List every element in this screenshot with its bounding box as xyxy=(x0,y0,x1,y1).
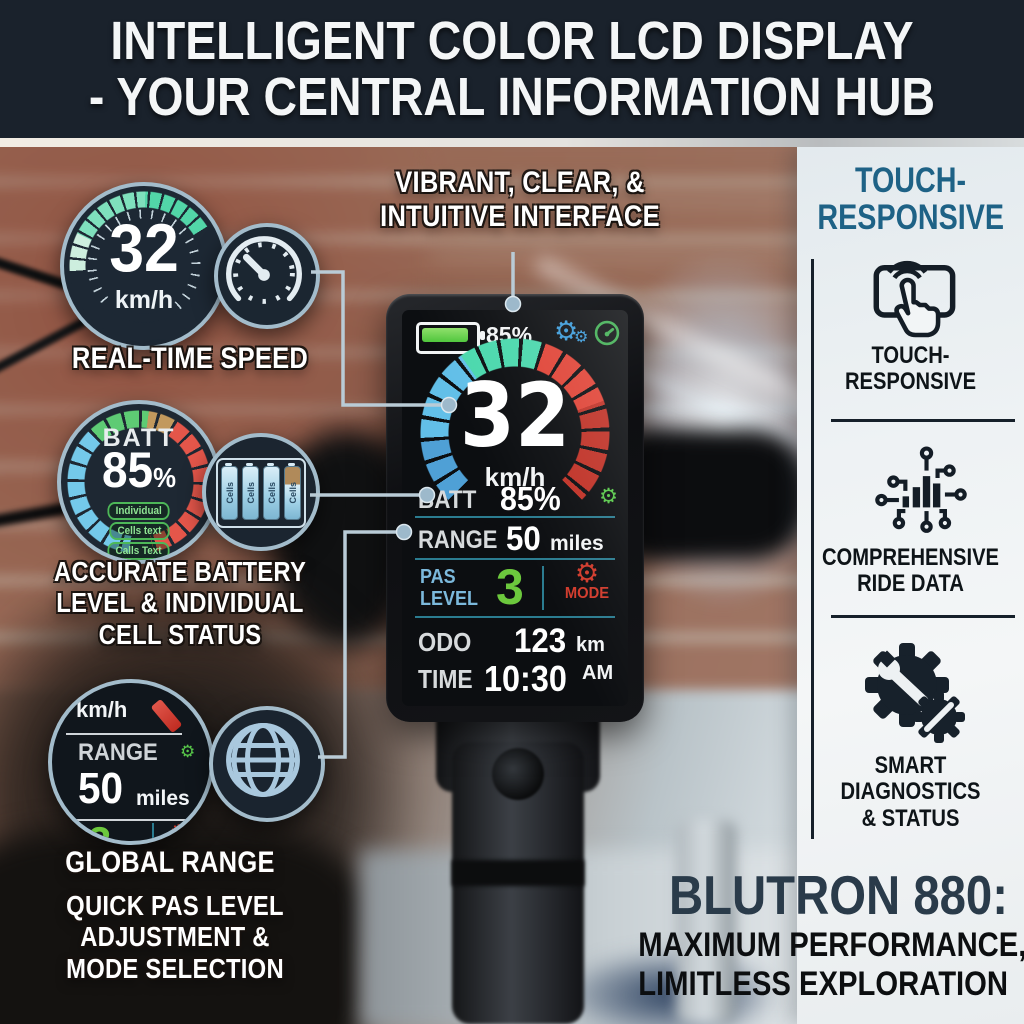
product-tagline-1: MAXIMUM PERFORMANCE, xyxy=(638,926,1024,964)
speed-callout-circle: 32 km/h xyxy=(60,182,228,350)
panel-vertical-rule xyxy=(811,259,814,839)
battery-pill-1: Individual xyxy=(107,502,171,520)
product-tagline-2: LIMITLESS EXPLORATION xyxy=(638,965,1009,1003)
battery-callout-circle: BATT 85% Individual Cells text Calls Tex… xyxy=(57,400,221,564)
mode-label: MODE xyxy=(564,585,610,602)
lcd-display-device: 85% ⚙ ⚙ 32 km/h BATT 85% ⚙ xyxy=(386,294,644,722)
globe-icon xyxy=(209,706,325,822)
page-title-line1: INTELLIGENT COLOR LCD DISPLAY xyxy=(110,10,914,71)
range-divider-1 xyxy=(66,733,182,735)
speed-callout-unit: km/h xyxy=(114,286,174,314)
battery-pill-3: Calls Text xyxy=(107,542,171,560)
battery-cells-icon: Cells Cells Cells Cells xyxy=(202,433,320,551)
range-caption: GLOBAL RANGE xyxy=(65,846,275,879)
feature-touch-label: TOUCH- RESPONSIVE xyxy=(844,342,977,396)
speed-caption: REAL-TIME SPEED xyxy=(71,342,309,375)
mode-button: ⚙ MODE xyxy=(556,560,618,603)
range-value: 50 xyxy=(78,764,124,813)
settings-gears-icon: ⚙ xyxy=(554,316,579,346)
range-unit: miles xyxy=(136,787,190,810)
panel-heading-line1: TOUCH- xyxy=(854,161,967,200)
panel-divider-2 xyxy=(831,615,1015,618)
diagnostics-icon xyxy=(859,639,971,754)
range-pas-value: 3 xyxy=(88,818,112,845)
battery-caption: ACCURATE BATTERY LEVEL & INDIVIDUAL CELL… xyxy=(53,556,307,650)
battery-callout-title: BATT xyxy=(102,424,176,452)
panel-divider-1 xyxy=(831,419,1015,422)
eco-mode-icon: ⚙ xyxy=(599,485,618,508)
speed-tick-marks xyxy=(64,186,224,346)
lcd-odo-row: ODO 123 km xyxy=(418,622,605,660)
features-panel: TOUCH- RESPONSIVE TOUCH- RESPONSIVE xyxy=(797,147,1024,1024)
lcd-pas-row: PAS LEVEL 3 ⚙ MODE xyxy=(418,559,618,615)
cells-pack-outline: Cells Cells Cells Cells xyxy=(216,458,306,528)
settings-gear-small-icon: ⚙ xyxy=(574,329,589,346)
product-title-block: BLUTRON 880: MAXIMUM PERFORMANCE, LIMITL… xyxy=(578,864,1024,1003)
red-marker-icon xyxy=(150,698,183,734)
lcd-time-row: TIME 10:30 AM xyxy=(418,658,614,699)
speed-callout-value: 32 xyxy=(109,210,179,286)
lcd-range-row: RANGE 50 miles xyxy=(418,520,604,558)
range-pas-divider xyxy=(152,823,154,841)
page-title-line2: - YOUR CENTRAL INFORMATION HUB xyxy=(88,67,936,127)
speedometer-icon xyxy=(214,223,320,329)
battery-callout-value: 85% xyxy=(101,442,177,498)
pas-level-value: 3 xyxy=(496,559,524,615)
page-title: INTELLIGENT COLOR LCD DISPLAY - YOUR CEN… xyxy=(0,0,1024,138)
header-divider xyxy=(0,138,1024,147)
speed-gauge xyxy=(418,336,612,530)
pas-mode-caption: QUICK PAS LEVEL ADJUSTMENT & MODE SELECT… xyxy=(66,890,284,984)
pas-level-label: PAS LEVEL xyxy=(420,566,479,610)
product-name: BLUTRON 880: xyxy=(668,864,1008,926)
feature-ride-data-label: COMPREHENSIVE RIDE DATA xyxy=(821,544,999,598)
battery-pill-2: Cells text xyxy=(108,522,170,540)
eco-gear-icon: ⚙ xyxy=(180,742,196,761)
range-divider-2 xyxy=(62,819,192,821)
range-top-unit: km/h xyxy=(76,697,128,722)
mode-gear-icon-small: ⚙ xyxy=(170,822,188,843)
lcd-screen: 85% ⚙ ⚙ 32 km/h BATT 85% ⚙ xyxy=(402,310,628,706)
mode-gear-icon: ⚙ xyxy=(574,558,600,588)
lcd-batt-row: BATT 85% ⚙ xyxy=(418,480,618,517)
panel-heading-line2: RESPONSIVE xyxy=(817,197,1005,237)
lcd-speed-value: 32 xyxy=(459,364,571,467)
display-annotation: VIBRANT, CLEAR, & INTUITIVE INTERFACE xyxy=(380,166,660,233)
touch-icon xyxy=(869,247,969,348)
panel-heading: TOUCH- RESPONSIVE xyxy=(817,161,1005,237)
range-label: RANGE xyxy=(78,739,158,766)
battery-segment-ring xyxy=(63,406,215,558)
feature-diagnostics-label: SMART DIAGNOSTICS & STATUS xyxy=(840,752,981,832)
trip-gauge-icon xyxy=(594,320,620,351)
ride-data-icon xyxy=(875,443,967,540)
battery-pill-labels: Individual Cells text Calls Text xyxy=(61,500,217,560)
range-callout-circle: km/h RANGE ⚙ 50 miles 3 ⚙ xyxy=(48,679,214,845)
lcd-speed-unit: km/h xyxy=(484,462,546,492)
